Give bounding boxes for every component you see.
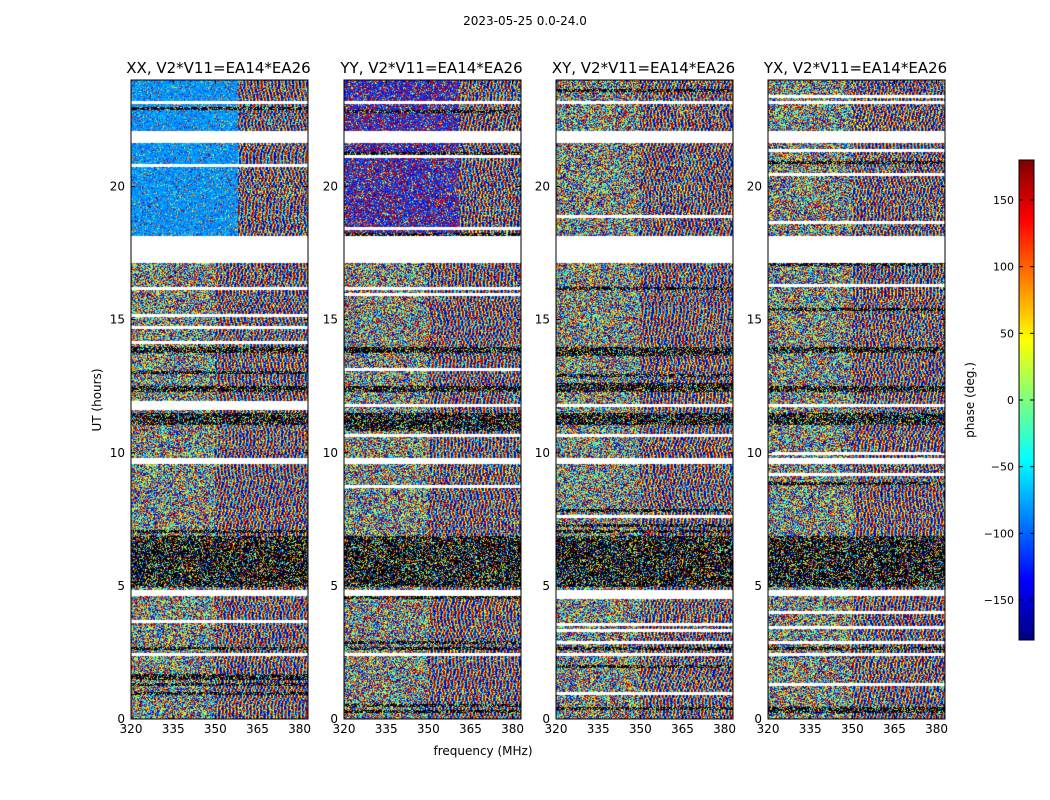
xtick-label: 380 xyxy=(288,722,311,736)
xtick-label: 365 xyxy=(459,722,482,736)
figure-title: 2023-05-25 0.0-24.0 xyxy=(463,14,587,28)
panel-1: YY, V2*V11=EA14*EA26 320 335 350 365 380 0 5 10 1… xyxy=(323,59,524,736)
xtick-label: 365 xyxy=(883,722,906,736)
colorbar-tick-label: −100 xyxy=(984,527,1014,540)
panel-3: YX, V2*V11=EA14*EA26 320 335 350 365 380 0 5 10 1… xyxy=(747,59,948,736)
heatmap-1 xyxy=(344,80,521,719)
xtick-label: 320 xyxy=(545,722,568,736)
colorbar-tick-label: −50 xyxy=(991,461,1014,474)
ytick-label: 15 xyxy=(323,313,338,327)
ytick-label: 10 xyxy=(535,446,550,460)
colorbar-label: phase (deg.) xyxy=(963,362,977,438)
heatmap-3 xyxy=(768,80,945,719)
ytick-label: 15 xyxy=(110,313,125,327)
ytick-label: 5 xyxy=(754,579,762,593)
panel-title-0: XX, V2*V11=EA14*EA26 xyxy=(126,59,310,77)
panel-frame-2 xyxy=(555,79,734,720)
heatmap-2 xyxy=(556,80,733,719)
ytick-label: 20 xyxy=(110,180,125,194)
panel-title-2: XY, V2*V11=EA14*EA26 xyxy=(552,59,735,77)
ytick-label: 15 xyxy=(747,313,762,327)
colorbar-tick-label: 150 xyxy=(993,194,1014,207)
panel-2: XY, V2*V11=EA14*EA26 320 335 350 365 380 0 5 10 1… xyxy=(535,59,736,736)
ytick-label: 5 xyxy=(330,579,338,593)
ytick-label: 15 xyxy=(535,313,550,327)
colorbar-tick-label: −150 xyxy=(984,594,1014,607)
heatmap-0 xyxy=(131,80,308,719)
ytick-label: 20 xyxy=(747,180,762,194)
xtick-label: 350 xyxy=(841,722,864,736)
ytick-label: 20 xyxy=(535,180,550,194)
ytick-label: 0 xyxy=(754,712,762,726)
xtick-label: 320 xyxy=(120,722,143,736)
xtick-label: 335 xyxy=(375,722,398,736)
ytick-label: 0 xyxy=(330,712,338,726)
colorbar-tick-label: 100 xyxy=(993,261,1014,274)
xtick-label: 320 xyxy=(333,722,356,736)
ytick-label: 0 xyxy=(117,712,125,726)
xtick-label: 350 xyxy=(204,722,227,736)
xtick-label: 380 xyxy=(925,722,948,736)
panel-frame-1 xyxy=(343,79,522,720)
panel-title-3: YX, V2*V11=EA14*EA26 xyxy=(763,59,947,77)
ytick-label: 5 xyxy=(542,579,550,593)
xtick-label: 365 xyxy=(246,722,269,736)
panel-frame-0 xyxy=(130,79,309,720)
ytick-label: 10 xyxy=(747,446,762,460)
xtick-label: 335 xyxy=(799,722,822,736)
colorbar-tick-label: 0 xyxy=(1007,394,1014,407)
xtick-label: 380 xyxy=(501,722,524,736)
xtick-label: 365 xyxy=(671,722,694,736)
ytick-label: 20 xyxy=(323,180,338,194)
ytick-label: 5 xyxy=(117,579,125,593)
xtick-label: 350 xyxy=(629,722,652,736)
xtick-label: 350 xyxy=(417,722,440,736)
xtick-label: 380 xyxy=(713,722,736,736)
xtick-label: 335 xyxy=(162,722,185,736)
panel-frame-3 xyxy=(767,79,946,720)
panel-0: XX, V2*V11=EA14*EA26 320 335 350 365 380 0 5 10 1… xyxy=(110,59,311,736)
y-axis-label: UT (hours) xyxy=(90,368,104,431)
panel-title-1: YY, V2*V11=EA14*EA26 xyxy=(339,59,522,77)
colorbar-tick-label: 50 xyxy=(1000,327,1014,340)
xtick-label: 335 xyxy=(587,722,610,736)
ytick-label: 10 xyxy=(323,446,338,460)
xtick-label: 320 xyxy=(757,722,780,736)
ytick-label: 0 xyxy=(542,712,550,726)
x-axis-label: frequency (MHz) xyxy=(433,744,532,758)
ytick-label: 10 xyxy=(110,446,125,460)
